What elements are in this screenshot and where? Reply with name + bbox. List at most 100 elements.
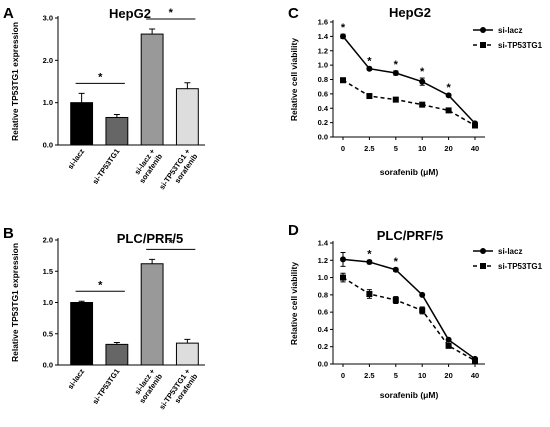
legend-marker xyxy=(480,263,486,269)
data-point xyxy=(445,336,452,343)
significance-star: * xyxy=(367,55,372,67)
y-tick-label: 2.0 xyxy=(43,236,53,245)
x-tick-label: 0 xyxy=(341,144,345,153)
x-tick-label: 20 xyxy=(444,144,452,153)
series-line-si-lacz xyxy=(342,258,476,360)
data-point xyxy=(340,77,346,84)
data-point xyxy=(392,266,399,273)
legend-marker xyxy=(480,42,486,48)
x-tick-label: 5 xyxy=(394,371,398,380)
y-tick-label: 1.0 xyxy=(43,298,53,307)
x-tick-label: si-lacz +sorafenib xyxy=(130,146,164,184)
data-point xyxy=(445,107,452,114)
x-tick-label: si-TP53TG1 +sorafenib xyxy=(157,366,199,416)
y-tick-label: 0.4 xyxy=(318,325,329,334)
legend-label: si-lacz xyxy=(498,247,522,256)
y-axis-label-C: Relative cell viability xyxy=(289,38,299,121)
chart-title-A: HepG2 xyxy=(109,6,151,21)
significance-star: * xyxy=(98,71,103,83)
significance-star: * xyxy=(98,279,103,291)
data-point xyxy=(340,33,346,40)
chart-title-D: PLC/PRF/5 xyxy=(377,228,443,243)
data-point xyxy=(366,290,373,297)
y-tick-label: 0.6 xyxy=(318,308,328,317)
significance-star: * xyxy=(394,59,399,71)
significance-star: * xyxy=(420,66,425,78)
bar xyxy=(105,116,129,146)
panel-label-D: D xyxy=(288,222,299,239)
bar xyxy=(70,302,94,366)
data-point xyxy=(392,70,399,77)
x-tick-label: 10 xyxy=(418,371,426,380)
data-point xyxy=(419,101,426,108)
data-point xyxy=(445,342,452,349)
data-point xyxy=(340,256,346,263)
series-line-si-TP53TG1 xyxy=(342,79,476,127)
chart-title-C: HepG2 xyxy=(389,5,431,20)
x-tick-label: 2.5 xyxy=(364,371,374,380)
data-point xyxy=(472,357,478,364)
x-tick-label: si-lacz xyxy=(66,147,87,171)
series-line-si-TP53TG1 xyxy=(342,276,476,362)
y-tick-label: 0.2 xyxy=(318,342,328,351)
data-point xyxy=(366,65,373,72)
x-tick-label: 10 xyxy=(418,144,426,153)
significance-star: * xyxy=(169,7,174,19)
bar xyxy=(140,263,164,366)
data-point xyxy=(445,92,452,99)
y-axis-label-D: Relative cell viability xyxy=(289,262,299,345)
panel-label-C: C xyxy=(288,5,299,22)
bar xyxy=(105,343,129,366)
y-tick-label: 1.0 xyxy=(318,273,328,282)
y-tick-label: 1.0 xyxy=(318,61,328,70)
x-axis-label-C: sorafenib (μM) xyxy=(380,167,439,177)
significance-star: * xyxy=(341,22,346,34)
x-tick-label: 2.5 xyxy=(364,144,374,153)
significance-star: * xyxy=(394,256,399,268)
data-point xyxy=(366,93,373,100)
y-tick-label: 0.4 xyxy=(318,104,329,113)
panel-label-A: A xyxy=(3,5,14,22)
y-tick-label: 0.6 xyxy=(318,89,328,98)
x-tick-label: si-lacz +sorafenib xyxy=(130,366,164,404)
y-tick-label: 1.4 xyxy=(318,32,329,41)
y-tick-label: 2.0 xyxy=(43,56,53,65)
x-tick-label: 0 xyxy=(341,371,345,380)
x-tick-label: si-TP53TG1 xyxy=(90,367,121,406)
y-tick-label: 1.4 xyxy=(318,239,329,248)
y-tick-label: 1.6 xyxy=(318,18,328,27)
data-point xyxy=(472,122,478,129)
x-tick-label: 5 xyxy=(394,144,398,153)
panel-label-B: B xyxy=(3,225,14,242)
y-axis-label-B: Relative TP53TG1 expression xyxy=(10,243,20,362)
data-point xyxy=(340,274,346,281)
y-tick-label: 1.2 xyxy=(318,256,328,265)
y-tick-label: 1.5 xyxy=(43,267,53,276)
y-tick-label: 0.2 xyxy=(318,118,328,127)
bar xyxy=(175,88,199,146)
y-tick-label: 0.0 xyxy=(318,360,328,369)
significance-star: * xyxy=(367,248,372,260)
x-tick-label: 40 xyxy=(471,371,479,380)
legend-label: si-lacz xyxy=(498,26,522,35)
y-tick-label: 0.8 xyxy=(318,290,328,299)
bar xyxy=(70,102,94,146)
y-tick-label: 1.2 xyxy=(318,46,328,55)
x-tick-label: 40 xyxy=(471,144,479,153)
x-axis-label-D: sorafenib (μM) xyxy=(380,390,439,400)
data-point xyxy=(419,291,426,298)
legend-label: si-TP53TG1 xyxy=(498,41,543,50)
y-tick-label: 0.5 xyxy=(43,329,53,338)
y-tick-label: 3.0 xyxy=(43,14,53,23)
bar xyxy=(140,33,164,146)
series-line-si-lacz xyxy=(342,35,476,124)
y-tick-label: 0.0 xyxy=(318,133,328,142)
data-point xyxy=(392,297,399,304)
data-point xyxy=(419,78,426,85)
x-tick-label: si-TP53TG1 +sorafenib xyxy=(157,146,199,196)
data-point xyxy=(419,307,426,314)
legend-marker xyxy=(480,27,486,33)
significance-star: * xyxy=(446,82,451,94)
data-point xyxy=(392,96,399,103)
